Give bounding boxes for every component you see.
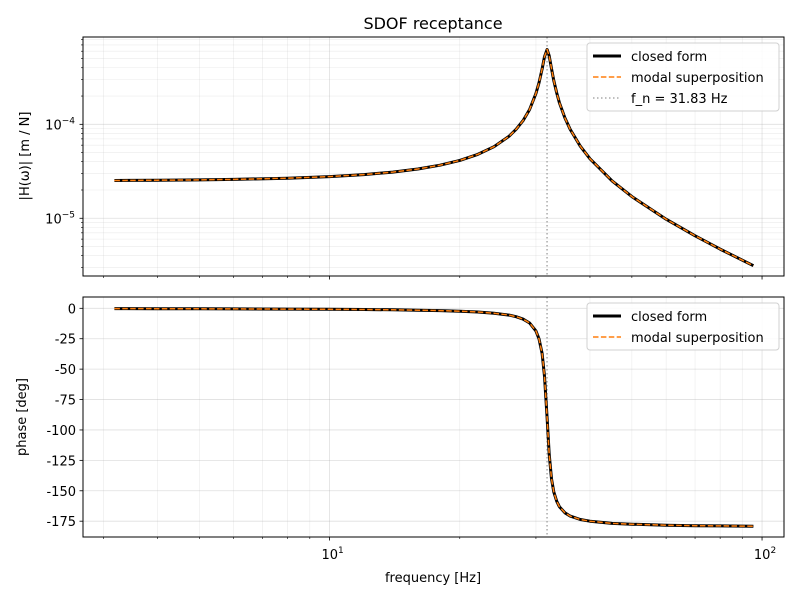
legend: closed form modal superposition bbox=[586, 302, 780, 351]
y-tick-label: 0 bbox=[68, 302, 76, 317]
bottom-y-axis-label: phase [deg] bbox=[15, 378, 30, 456]
y-tick-label: -100 bbox=[46, 424, 76, 439]
series-line-modal-superposition bbox=[114, 48, 754, 267]
legend: closed form modal superposition f_n = 31.8… bbox=[586, 42, 780, 112]
series-line-modal-superposition bbox=[114, 307, 754, 527]
y-tick-label: -25 bbox=[55, 333, 76, 348]
y-tick-label: -75 bbox=[55, 394, 76, 409]
y-tick-label: 10−5 bbox=[45, 210, 75, 227]
legend-box bbox=[586, 302, 780, 351]
axes-frame bbox=[82, 296, 785, 538]
y-tick-label: 10−4 bbox=[45, 116, 75, 133]
x-tick-label: 102 bbox=[754, 546, 776, 563]
x-tick-label: 101 bbox=[321, 546, 343, 563]
phase-axes: 0 -25 -50 -75 -100 -125 -150 -175 101 102 closed f… bbox=[46, 296, 785, 563]
y-tick-label: -125 bbox=[46, 454, 76, 469]
y-tick-label: -175 bbox=[46, 515, 76, 530]
axes-frame bbox=[82, 36, 785, 277]
chart-title: SDOF receptance bbox=[363, 14, 502, 33]
magnitude-axes: 10−4 10−5 closed form modal superposition f_… bbox=[45, 36, 785, 280]
legend-box bbox=[586, 42, 780, 112]
legend-label: closed form bbox=[631, 310, 707, 325]
x-axis-label: frequency [Hz] bbox=[385, 571, 481, 586]
legend-label: modal superposition bbox=[631, 331, 764, 346]
legend-label: f_n = 31.83 Hz bbox=[631, 92, 728, 107]
legend-label: modal superposition bbox=[631, 71, 764, 86]
legend-label: closed form bbox=[631, 50, 707, 65]
y-tick-label: -50 bbox=[55, 363, 76, 378]
top-y-axis-label: |H(ω)| [m / N] bbox=[18, 112, 33, 201]
y-tick-label: -150 bbox=[46, 485, 76, 500]
